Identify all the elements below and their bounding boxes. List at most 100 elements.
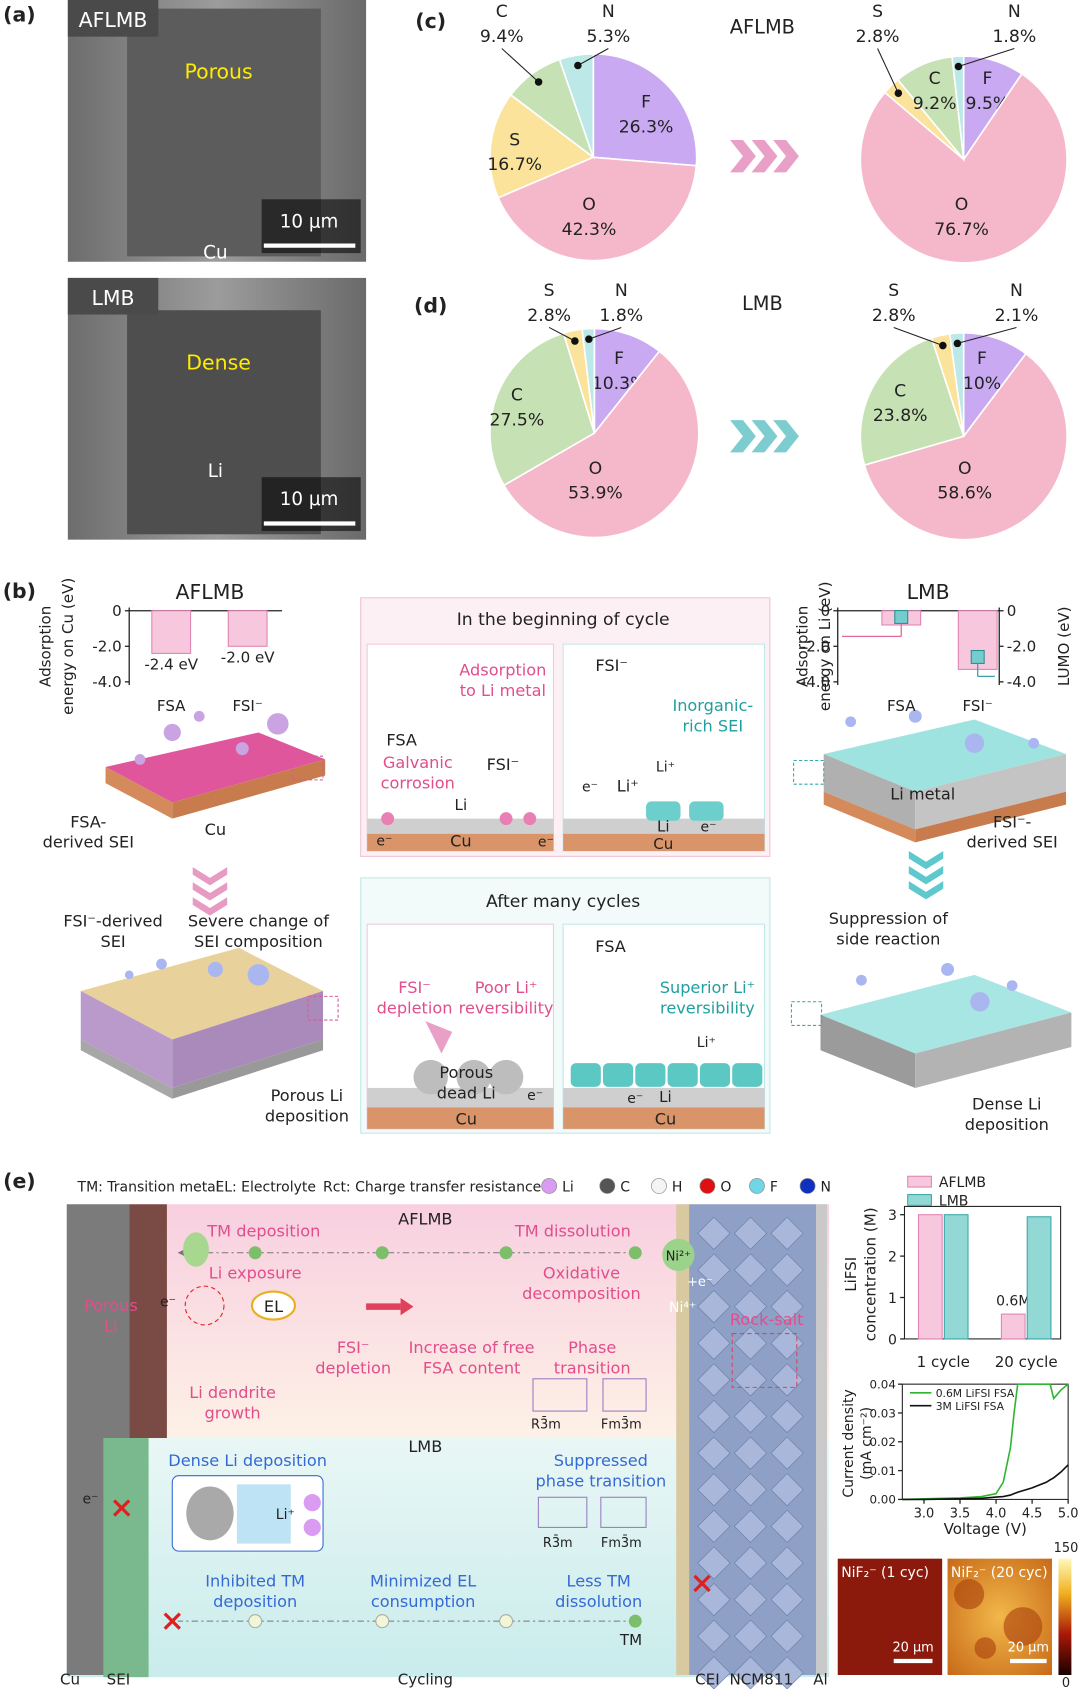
label: depletion <box>315 1358 391 1377</box>
colorbar <box>1058 1558 1072 1675</box>
tm-ion <box>628 1614 642 1628</box>
cathode-unit <box>770 1656 804 1689</box>
label: to Li metal <box>460 681 546 700</box>
slice-value: 9.2% <box>913 94 957 114</box>
atom-swatch <box>651 1178 667 1194</box>
cathode-unit <box>770 1289 804 1324</box>
lattice <box>532 1378 588 1412</box>
chart-title: AFLMB <box>176 580 245 604</box>
pie-slice <box>592 53 698 167</box>
el-oval <box>250 1290 297 1321</box>
y2-tick-label: -2.0 <box>1007 638 1036 656</box>
slice-value: 26.3% <box>619 117 674 137</box>
lumo-marker <box>970 649 985 664</box>
lattice <box>602 1378 647 1412</box>
legend-text: LMB <box>939 1193 968 1209</box>
panel-label: (d) <box>414 293 447 317</box>
slab-side <box>105 766 173 819</box>
chevron <box>192 897 228 916</box>
label: Li <box>455 796 468 814</box>
bar <box>151 610 192 654</box>
atom-label: Li <box>562 1179 574 1195</box>
slice-name: O <box>582 195 596 215</box>
slice-name: N <box>1010 281 1023 301</box>
chevron <box>908 866 944 885</box>
cathode-unit <box>770 1253 804 1287</box>
pie-slice <box>593 327 661 436</box>
label: SEI composition <box>194 932 323 951</box>
label: Suppression of <box>829 909 949 928</box>
y-tick-label: 0.03 <box>870 1406 896 1420</box>
cathode-unit <box>770 1619 804 1653</box>
pie-slice <box>489 93 595 199</box>
slab-side <box>172 1039 324 1099</box>
atom-swatch <box>799 1178 816 1194</box>
label: Suppressed <box>554 1451 648 1470</box>
sei-column <box>129 1204 167 1439</box>
arrow-head <box>400 1297 414 1316</box>
label: rich SEI <box>683 716 744 735</box>
label: e⁻ <box>582 780 598 796</box>
leader-line <box>877 48 899 94</box>
slab-side <box>915 791 1067 843</box>
tag-box <box>67 277 159 315</box>
li-layer <box>563 1087 765 1108</box>
label: Li⁺ <box>617 777 639 796</box>
axis-title: (mA cm⁻²) <box>859 1407 875 1480</box>
slice-value: 1.8% <box>992 27 1036 47</box>
axis-title: LUMO (eV) <box>1055 606 1073 686</box>
label: deposition <box>965 1115 1049 1134</box>
cross <box>163 1612 181 1630</box>
label: Li⁺ <box>276 1507 295 1523</box>
label: Dense Li <box>972 1094 1042 1113</box>
slice-name: O <box>958 459 972 479</box>
bottom-label: NCM811 <box>730 1671 794 1689</box>
y-tick-label: 1 <box>888 1291 897 1307</box>
label: Oxidative <box>543 1264 620 1283</box>
map-title: NiF₂⁻ (20 cyc) <box>951 1565 1048 1581</box>
lattice <box>600 1496 647 1528</box>
x-tick-label: 4.5 <box>1022 1507 1043 1522</box>
pie-slice <box>558 53 595 158</box>
label: consumption <box>371 1592 475 1611</box>
leader-dot <box>953 339 962 348</box>
chevron <box>908 881 944 900</box>
scale-label: 20 μm <box>1008 1640 1049 1655</box>
cei-column <box>676 1204 690 1675</box>
bubble <box>1006 980 1018 991</box>
label: e⁻ <box>538 835 554 851</box>
slice-name: N <box>615 281 628 301</box>
chevron <box>773 420 799 453</box>
y2-tick-label: 0 <box>1007 602 1017 620</box>
legend-text: Rct: Charge transfer resistance <box>323 1179 541 1195</box>
label: Cu <box>655 1110 676 1129</box>
leader-dot <box>574 61 582 70</box>
sei-cell <box>602 1063 634 1087</box>
label: e⁻ <box>160 1295 176 1311</box>
label: TM deposition <box>206 1222 320 1241</box>
label: Porous <box>439 1063 493 1082</box>
cathode-unit <box>733 1399 768 1434</box>
label: dissolution <box>555 1592 642 1611</box>
li-layer <box>563 818 765 834</box>
bubble <box>207 961 223 977</box>
pie-slice <box>497 156 698 262</box>
label: reversibility <box>660 999 755 1018</box>
label: Li <box>659 1088 672 1106</box>
cathode-unit <box>697 1253 731 1287</box>
bubble <box>235 742 249 756</box>
axis-title: Adsorption <box>37 606 55 687</box>
bottom-label: CEI <box>695 1671 719 1689</box>
pie-slice <box>859 336 965 467</box>
cu-layer <box>367 833 554 851</box>
label: SEI <box>100 932 125 951</box>
cathode-unit <box>697 1473 731 1507</box>
cathode-unit <box>733 1326 768 1360</box>
slab-top <box>105 732 326 803</box>
slice-name: O <box>589 459 603 479</box>
pie-group-title: AFLMB <box>730 15 795 38</box>
corrosion <box>523 812 537 826</box>
label: Li <box>104 1316 117 1335</box>
label: e⁻ <box>701 820 717 836</box>
